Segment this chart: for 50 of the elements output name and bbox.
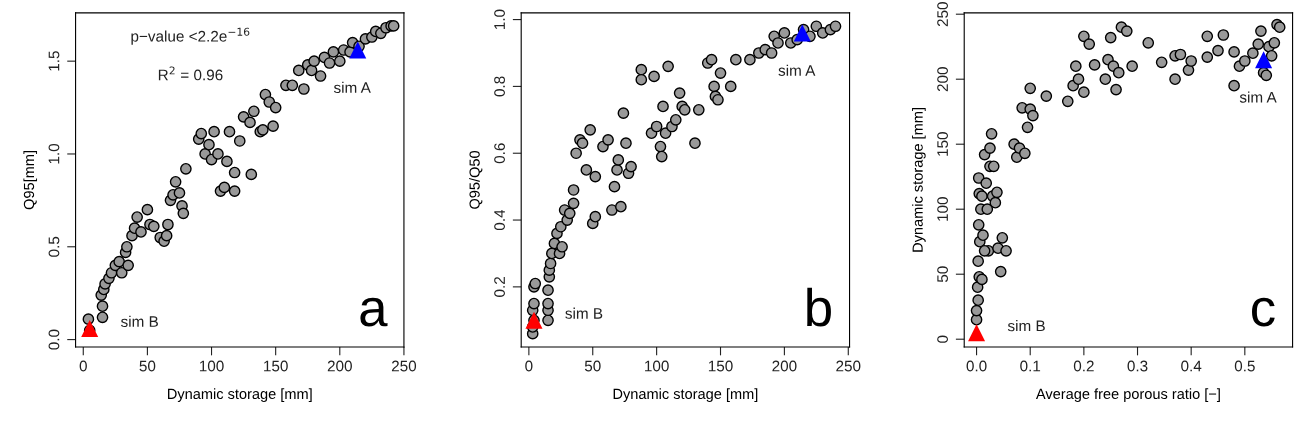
y-tick-label: 0.4 [494,209,505,231]
series-label: sim B [1007,320,1045,332]
x-tick-label: 0.1 [1020,360,1041,372]
x-tick-label: 150 [264,360,288,372]
y-tick-label: 1.5 [48,51,60,71]
x-tick-label: 0 [525,360,533,372]
x-tick-label: 0.5 [1234,360,1255,372]
annotation: R$^{2}$ = 0.96 [158,66,223,81]
x-axis-title: Dynamic storage [mm] [168,388,312,402]
y-axis-title: Dynamic storage [mm] [912,108,926,252]
x-tick-label: 50 [584,360,601,372]
x-tick-label: 0.0 [966,360,987,372]
series-label: sim A [778,64,816,76]
y-tick-label: 0.0 [48,329,60,350]
x-tick-label: 250 [391,360,417,372]
series-label: sim B [121,315,158,327]
x-tick-label: 0.4 [1181,360,1202,372]
y-tick-label: 100 [937,197,949,221]
x-tick-label: 50 [139,360,156,372]
y-tick-label: 200 [937,67,949,92]
annotation: b [807,287,831,327]
annotation: a [360,297,388,327]
x-tick-label: 100 [645,360,669,372]
y-tick-label: 0.5 [48,236,60,257]
series-label: sim A [1239,91,1277,103]
x-tick-label: 150 [708,360,733,372]
x-tick-label: 0 [79,360,87,372]
x-tick-label: 200 [327,360,352,372]
y-tick-label: 150 [937,132,949,156]
x-tick-label: 250 [836,360,861,372]
y-tick-label: 0.6 [494,143,505,164]
series-label: sim B [565,307,603,319]
y-tick-label: 0 [937,335,949,343]
series-label: sim A [333,81,371,94]
y-axis-title: Q95[mm] [23,151,38,210]
x-axis-title: Average free porous ratio [−] [1035,388,1220,402]
y-tick-label: 0.2 [494,277,505,297]
x-tick-label: 200 [772,360,797,372]
y-tick-label: 0.8 [494,76,505,97]
x-tick-label: 0.2 [1073,360,1094,372]
y-tick-label: 1.0 [48,143,60,164]
annotation: c [1252,297,1275,327]
annotation: p−value <2.2e$^{−16}$ [131,27,250,45]
y-tick-label: 50 [937,266,949,283]
y-axis-title: Q95/Q50 [469,150,483,209]
x-tick-label: 100 [199,360,224,372]
y-tick-label: 1.0 [494,9,505,30]
y-tick-label: 250 [937,2,949,27]
x-axis-title: Dynamic storage [mm] [613,388,758,402]
x-tick-label: 0.3 [1127,360,1148,372]
